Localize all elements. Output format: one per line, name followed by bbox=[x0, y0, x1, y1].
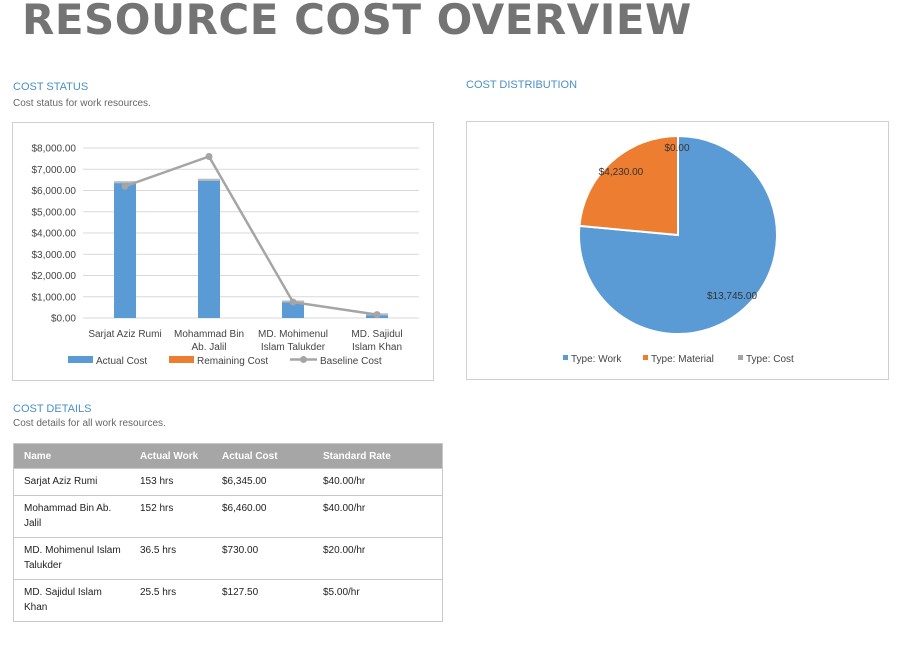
x-tick-label: Ab. Jalil bbox=[191, 342, 226, 353]
x-tick-label: MD. Sajidul bbox=[351, 329, 402, 340]
cell-name: Mohammad Bin Ab. Jalil bbox=[13, 495, 130, 538]
y-tick-label: $8,000.00 bbox=[32, 144, 77, 155]
legend-swatch-remaining-cost bbox=[169, 356, 194, 363]
pie-data-label: $0.00 bbox=[664, 143, 689, 154]
legend-label-remaining-cost: Remaining Cost bbox=[197, 356, 268, 367]
cell-actual-cost: $6,345.00 bbox=[212, 468, 313, 496]
table-row[interactable]: Mohammad Bin Ab. Jalil 152 hrs $6,460.00… bbox=[13, 495, 443, 538]
cell-name: MD. Sajidul Islam Khan bbox=[13, 579, 130, 622]
bar-remaining-cost bbox=[114, 181, 136, 184]
y-tick-label: $2,000.00 bbox=[32, 271, 77, 282]
legend-swatch bbox=[563, 355, 568, 360]
x-tick-label: MD. Mohimenul bbox=[258, 329, 328, 340]
y-tick-label: $4,000.00 bbox=[32, 229, 77, 240]
cell-actual-cost: $730.00 bbox=[212, 537, 313, 580]
x-tick-label: Mohammad Bin bbox=[174, 329, 244, 340]
cost-details-heading: COST DETAILS bbox=[13, 403, 92, 415]
pie-slice bbox=[578, 134, 679, 237]
y-tick-label: $6,000.00 bbox=[32, 186, 77, 197]
bar-actual-cost bbox=[114, 183, 136, 318]
table-header-row: Name Actual Work Actual Cost Standard Ra… bbox=[13, 443, 443, 469]
legend-swatch bbox=[738, 355, 743, 360]
y-tick-label: $7,000.00 bbox=[32, 165, 77, 176]
bar-actual-cost bbox=[282, 302, 304, 318]
x-tick-label: Islam Talukder bbox=[261, 342, 326, 353]
y-tick-label: $0.00 bbox=[51, 314, 76, 325]
y-tick-label: $3,000.00 bbox=[32, 250, 77, 261]
baseline-cost-line bbox=[124, 154, 378, 316]
cell-actual-work: 25.5 hrs bbox=[130, 579, 212, 622]
cell-actual-work: 152 hrs bbox=[130, 495, 212, 538]
column-header-standard-rate: Standard Rate bbox=[313, 443, 443, 469]
column-header-name: Name bbox=[13, 443, 130, 469]
baseline-cost-point bbox=[121, 182, 129, 190]
cost-details-subtitle: Cost details for all work resources. bbox=[13, 418, 166, 429]
cell-actual-work: 153 hrs bbox=[130, 468, 212, 496]
legend-label: Type: Work bbox=[571, 354, 622, 365]
cost-distribution-heading: COST DISTRIBUTION bbox=[466, 79, 578, 91]
cost-status-chart: $0.00 $1,000.00 $2,000.00 $3,000.00 $4,000.0… bbox=[32, 144, 419, 367]
x-tick-label: Sarjat Aziz Rumi bbox=[88, 329, 161, 340]
cell-name: MD. Mohimenul Islam Talukder bbox=[13, 537, 130, 580]
table-row[interactable]: MD. Mohimenul Islam Talukder 36.5 hrs $7… bbox=[13, 537, 443, 580]
baseline-cost-point bbox=[205, 153, 213, 160]
legend-label: Type: Cost bbox=[746, 354, 794, 365]
cell-name: Sarjat Aziz Rumi bbox=[13, 468, 130, 496]
cell-standard-rate: $20.00/hr bbox=[313, 537, 443, 580]
legend-label-baseline-cost: Baseline Cost bbox=[320, 356, 382, 367]
y-tick-label: $1,000.00 bbox=[32, 292, 77, 303]
x-tick-label: Islam Khan bbox=[352, 342, 402, 353]
cost-status-heading: COST STATUS bbox=[13, 81, 89, 93]
table-row[interactable]: MD. Sajidul Islam Khan 25.5 hrs $127.50 … bbox=[13, 579, 443, 622]
cost-details-table: Name Actual Work Actual Cost Standard Ra… bbox=[13, 443, 443, 622]
cell-actual-cost: $127.50 bbox=[212, 579, 313, 622]
bar-actual-cost bbox=[198, 180, 220, 318]
legend-swatch bbox=[643, 355, 648, 360]
legend-label: Type: Material bbox=[651, 354, 714, 365]
column-header-actual-cost: Actual Cost bbox=[212, 443, 313, 469]
legend-label-actual-cost: Actual Cost bbox=[96, 356, 147, 367]
pie-data-label: $4,230.00 bbox=[599, 167, 644, 178]
chart-legend: Actual Cost Remaining Cost Baseline Cost bbox=[68, 356, 382, 367]
y-tick-label: $5,000.00 bbox=[32, 207, 77, 218]
cost-status-chart-panel[interactable]: $0.00 $1,000.00 $2,000.00 $3,000.00 $4,000.0… bbox=[12, 122, 434, 381]
pie-data-label: $13,745.00 bbox=[707, 291, 757, 302]
report-title: RESOURCE COST OVERVIEW bbox=[22, 0, 692, 44]
baseline-cost-point bbox=[289, 298, 297, 306]
cost-status-subtitle: Cost status for work resources. bbox=[13, 98, 151, 109]
cell-actual-work: 36.5 hrs bbox=[130, 537, 212, 580]
cost-distribution-chart-panel[interactable]: $13,745.00 $4,230.00 $0.00 Type: Work Type: … bbox=[466, 121, 889, 380]
cell-standard-rate: $40.00/hr bbox=[313, 468, 443, 496]
cell-standard-rate: $5.00/hr bbox=[313, 579, 443, 622]
baseline-cost-point bbox=[373, 311, 381, 319]
bar-remaining-cost bbox=[198, 178, 220, 181]
pie-legend: Type: Work Type: Material Type: Cost bbox=[563, 354, 794, 365]
column-header-actual-work: Actual Work bbox=[130, 443, 212, 469]
cell-standard-rate: $40.00/hr bbox=[313, 495, 443, 538]
cell-actual-cost: $6,460.00 bbox=[212, 495, 313, 538]
table-row[interactable]: Sarjat Aziz Rumi 153 hrs $6,345.00 $40.0… bbox=[13, 468, 443, 496]
legend-marker-baseline-cost bbox=[300, 356, 307, 363]
legend-swatch-actual-cost bbox=[68, 356, 93, 363]
